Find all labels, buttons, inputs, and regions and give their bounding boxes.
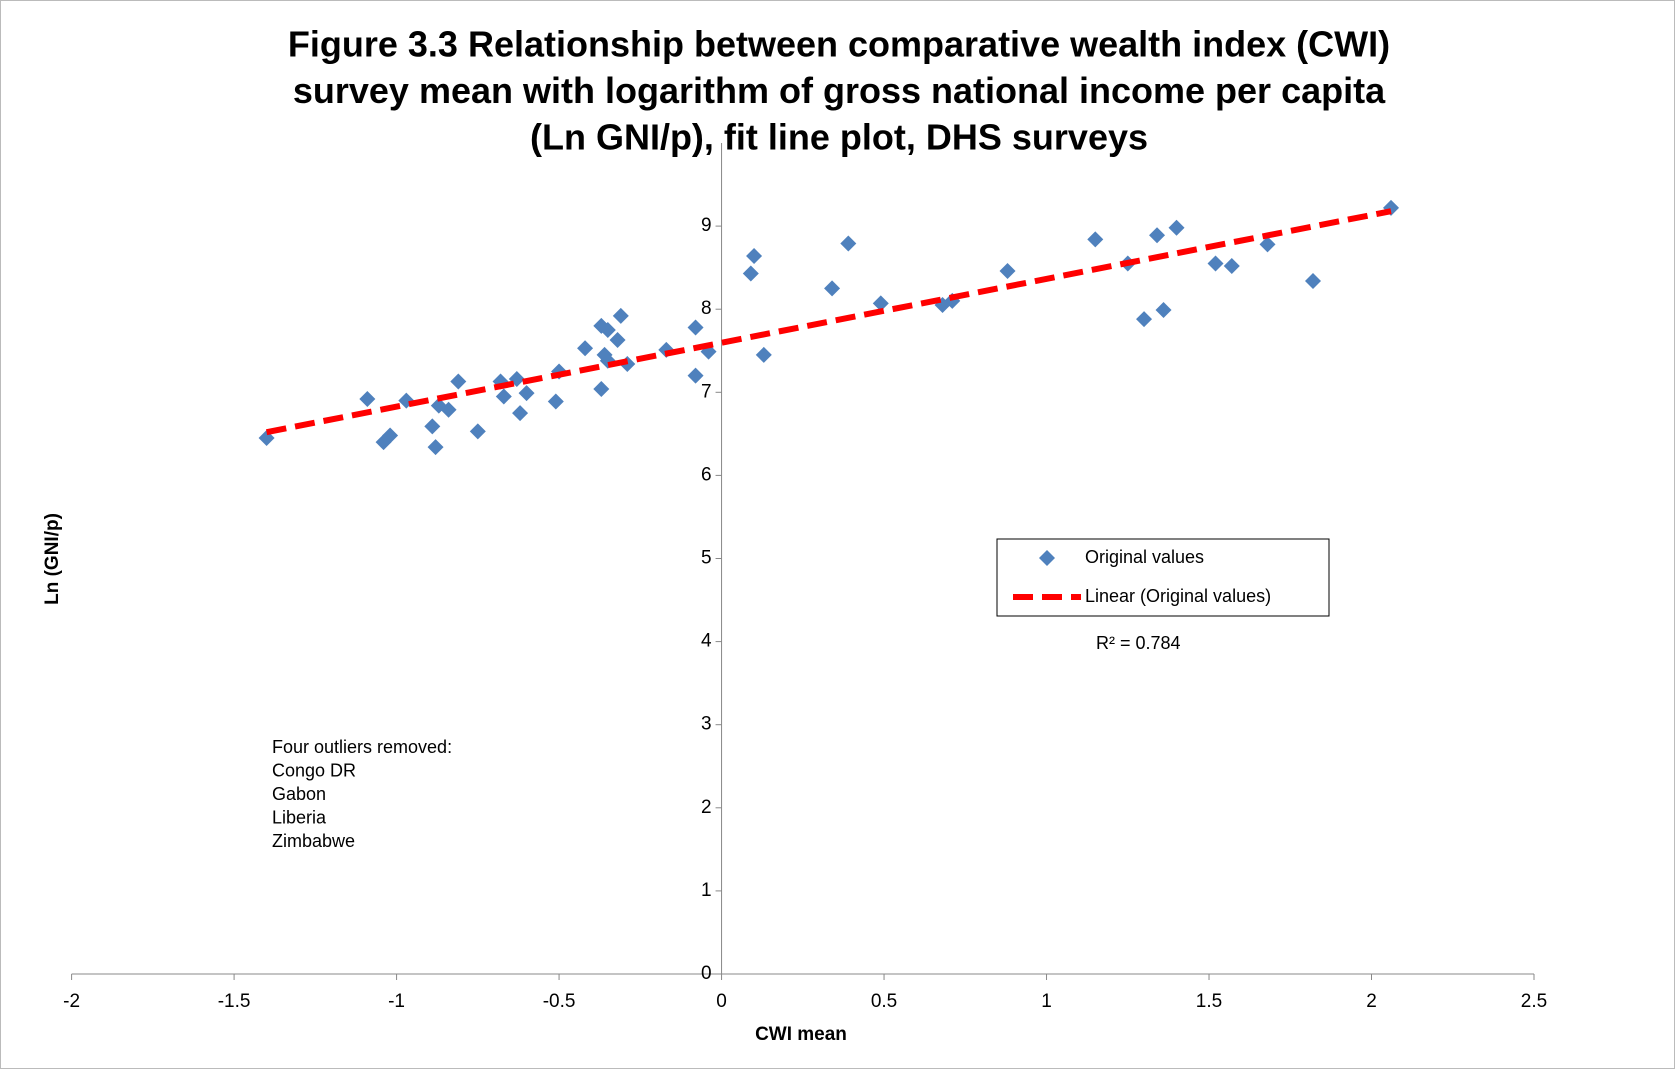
point bbox=[755, 346, 772, 363]
point bbox=[577, 340, 594, 357]
point bbox=[1223, 257, 1240, 274]
legend-label: Original values bbox=[1085, 547, 1204, 567]
legend-marker bbox=[1039, 550, 1055, 566]
annotation: Liberia bbox=[272, 807, 327, 827]
point bbox=[1207, 255, 1224, 272]
point bbox=[742, 265, 759, 282]
x-tick-label: -1.5 bbox=[218, 991, 251, 1012]
r-squared: R² = 0.784 bbox=[1096, 633, 1181, 653]
point bbox=[593, 380, 610, 397]
y-tick-label: 6 bbox=[701, 464, 712, 485]
point bbox=[547, 393, 564, 410]
point bbox=[1136, 311, 1153, 328]
point bbox=[746, 248, 763, 265]
chart-title: Figure 3.3 Relationship between comparat… bbox=[288, 24, 1390, 65]
annotation: Congo DR bbox=[272, 760, 356, 780]
point bbox=[1168, 219, 1185, 236]
y-tick-label: 7 bbox=[701, 381, 712, 402]
point bbox=[440, 401, 457, 418]
x-tick-label: 1.5 bbox=[1196, 991, 1222, 1012]
x-tick-label: -2 bbox=[63, 991, 80, 1012]
y-tick-label: 5 bbox=[701, 548, 712, 569]
annotation: Gabon bbox=[272, 784, 326, 804]
point bbox=[612, 307, 629, 324]
trend-line bbox=[266, 208, 1392, 436]
point bbox=[687, 367, 704, 384]
annotation: Four outliers removed: bbox=[272, 737, 452, 757]
point bbox=[450, 373, 467, 390]
point bbox=[872, 295, 889, 312]
point bbox=[495, 388, 512, 405]
chart-title: (Ln GNI/p), fit line plot, DHS surveys bbox=[530, 117, 1148, 158]
point bbox=[599, 321, 616, 338]
point bbox=[1149, 227, 1166, 244]
point bbox=[427, 439, 444, 456]
x-tick-label: -0.5 bbox=[543, 991, 576, 1012]
chart-title: survey mean with logarithm of gross nati… bbox=[293, 70, 1386, 111]
point bbox=[469, 423, 486, 440]
y-tick-label: 9 bbox=[701, 215, 712, 236]
point bbox=[359, 390, 376, 407]
y-axis-label: Ln (GNI/p) bbox=[42, 513, 63, 605]
y-tick-label: 0 bbox=[701, 963, 712, 984]
x-tick-label: 1 bbox=[1041, 991, 1052, 1012]
y-tick-label: 3 bbox=[701, 714, 712, 735]
annotation: Zimbabwe bbox=[272, 831, 355, 851]
x-tick-label: 0.5 bbox=[871, 991, 897, 1012]
legend-box bbox=[996, 538, 1330, 617]
point bbox=[999, 262, 1016, 279]
y-tick-label: 2 bbox=[701, 797, 712, 818]
point bbox=[512, 405, 529, 422]
legend-label: Linear (Original values) bbox=[1085, 586, 1271, 606]
y-tick-label: 1 bbox=[701, 880, 712, 901]
point bbox=[382, 427, 399, 444]
point bbox=[824, 280, 841, 297]
point bbox=[1155, 302, 1172, 319]
point bbox=[424, 418, 441, 435]
x-tick-label: -1 bbox=[388, 991, 405, 1012]
point bbox=[1087, 231, 1104, 248]
x-axis-label: CWI mean bbox=[755, 1024, 847, 1045]
x-tick-label: 0 bbox=[716, 991, 727, 1012]
point bbox=[840, 235, 857, 252]
point bbox=[518, 385, 535, 402]
point bbox=[609, 331, 626, 348]
x-tick-label: 2 bbox=[1366, 991, 1377, 1012]
point bbox=[1305, 272, 1322, 289]
y-tick-label: 8 bbox=[701, 298, 712, 319]
point bbox=[687, 319, 704, 336]
point bbox=[1259, 236, 1276, 253]
y-tick-label: 4 bbox=[701, 631, 712, 652]
x-tick-label: 2.5 bbox=[1521, 991, 1547, 1012]
